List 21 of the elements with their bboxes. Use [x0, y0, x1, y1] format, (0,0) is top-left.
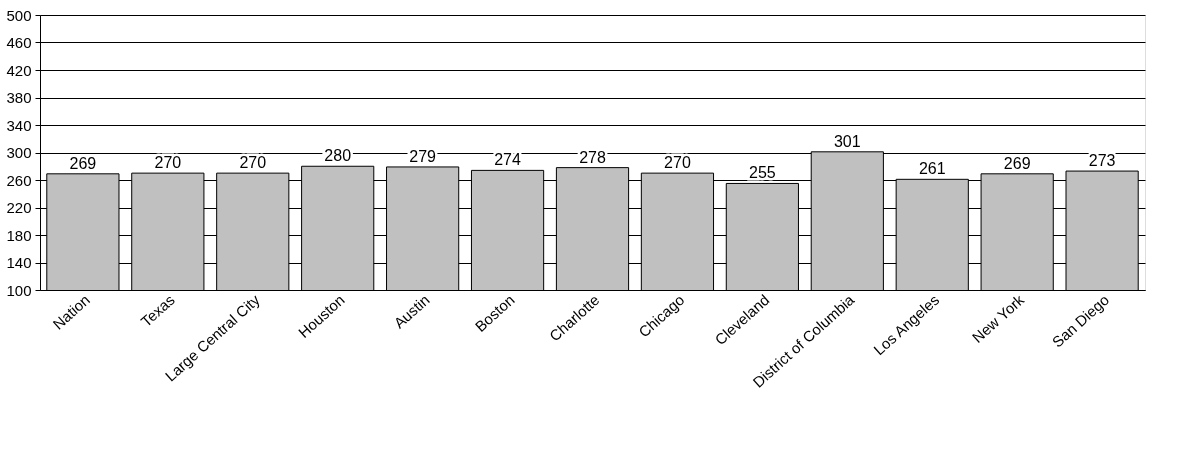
- data-label: 270: [239, 154, 267, 172]
- data-label: 255: [749, 164, 776, 182]
- data-label: 301: [833, 132, 861, 150]
- data-label: 273: [1088, 152, 1116, 170]
- y-tick-label: 180: [6, 226, 32, 244]
- y-tick-label: 500: [6, 6, 32, 24]
- data-label: 261: [918, 160, 946, 178]
- y-tick-label: 260: [6, 171, 32, 189]
- y-tick-label: 420: [6, 61, 32, 79]
- x-tick-label: New York: [968, 290, 1028, 347]
- y-tick-label: 300: [6, 144, 32, 161]
- data-label: 269: [1003, 154, 1031, 172]
- y-tick-label: 340: [6, 116, 32, 134]
- y-tick-label: 140: [6, 254, 32, 271]
- y-tick-label: 220: [6, 199, 32, 216]
- data-label: 270: [664, 154, 691, 172]
- y-tick-label: 460: [6, 34, 32, 51]
- data-label: 269: [69, 154, 97, 172]
- y-tick-label: 380: [6, 89, 32, 106]
- data-label: 270: [154, 154, 182, 172]
- y-tick-label: 100: [6, 281, 32, 299]
